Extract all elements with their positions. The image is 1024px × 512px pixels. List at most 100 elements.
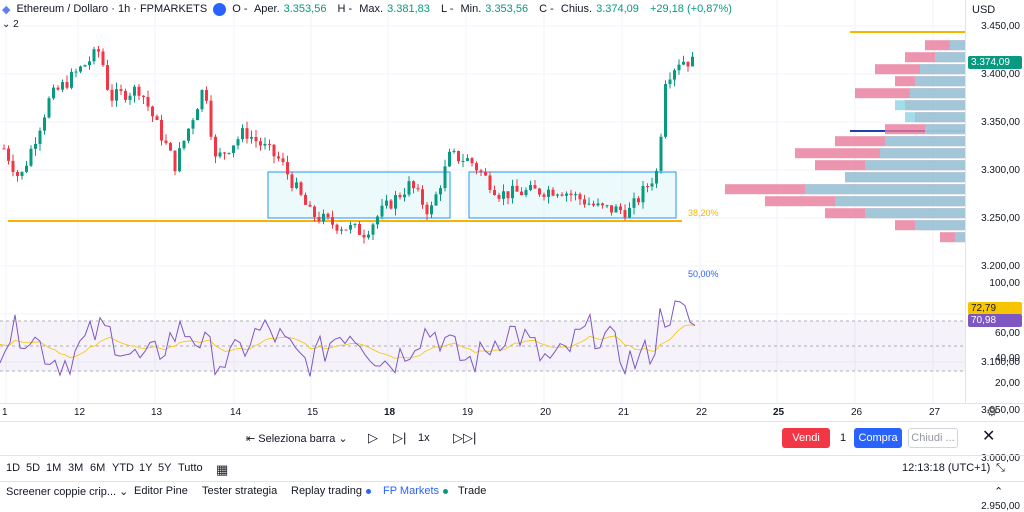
timeframe-ytd[interactable]: YTD (112, 462, 134, 474)
candle (146, 90, 150, 111)
rsi-tick-label: 100,00 (989, 278, 1020, 289)
step-forward-icon[interactable]: ▷| (393, 430, 407, 445)
time-tick-label: 26 (851, 407, 863, 418)
time-tick-label: 21 (618, 407, 630, 418)
candle (106, 59, 109, 91)
candle (322, 209, 325, 225)
speed-button[interactable]: 1x (418, 432, 430, 444)
tab-strategy-tester[interactable]: Tester strategia (202, 485, 278, 497)
candle (655, 168, 658, 189)
candles (2, 46, 694, 244)
candle (70, 68, 73, 90)
ohlc-values: O - Aper. 3.353,56 H - Max. 3.381,83 L - M… (232, 3, 732, 15)
candle (326, 212, 330, 220)
vp-bar-buy (845, 172, 965, 183)
time-tick-label: 12 (74, 407, 86, 418)
price-chart[interactable]: 38,20% 50,00% (0, 0, 965, 507)
timeframe-tutto[interactable]: Tutto (178, 462, 203, 474)
candle (502, 184, 505, 206)
candle (155, 114, 159, 121)
sell-button[interactable]: Vendi (782, 428, 830, 448)
time-tick-label: 15 (307, 407, 319, 418)
timeframe-5d[interactable]: 5D (26, 462, 41, 474)
currency-label[interactable]: USD (972, 4, 996, 16)
timeframe-3m[interactable]: 3M (68, 462, 84, 474)
candle (115, 82, 118, 107)
time-axis[interactable]: 1 12 13 14 15 18 19 20 21 22 25 26 27 (0, 403, 1024, 421)
candle (412, 180, 415, 194)
candle (182, 140, 186, 151)
tab-fp-markets[interactable]: FP Markets (383, 485, 449, 497)
timeframe-1m[interactable]: 1M (46, 462, 62, 474)
chevron-up-icon[interactable]: ⌃ (994, 486, 1004, 498)
candle (614, 204, 618, 213)
candle (169, 141, 172, 151)
candle (7, 145, 10, 165)
tab-trade[interactable]: Trade (458, 485, 487, 497)
candle (241, 124, 244, 143)
timeframe-6m[interactable]: 6M (90, 462, 106, 474)
candle (38, 127, 42, 151)
timeframe-5y[interactable]: 5Y (158, 462, 172, 474)
close-position-button[interactable]: Chiudi ... (908, 428, 958, 448)
candle (200, 89, 204, 113)
price-tick-label: 3.200,00 (981, 261, 1020, 272)
candle (268, 139, 271, 151)
candle (646, 183, 649, 193)
quantity-field[interactable]: 1 (839, 432, 847, 444)
candle (317, 211, 321, 224)
timeframe-1y[interactable]: 1Y (139, 462, 153, 474)
candle (83, 64, 87, 67)
candle (245, 121, 249, 144)
candle (187, 128, 190, 144)
vp-bar-buy (835, 196, 965, 207)
settings-icon[interactable]: ⚙ (986, 404, 998, 419)
jump-to-realtime-icon[interactable]: ▷▷| (453, 430, 477, 445)
price-axis[interactable]: USD 3.450,00 3.400,00 3.350,00 3.300,00 3.25… (965, 0, 1024, 512)
candle (439, 185, 442, 201)
time-tick-label: 18 (384, 407, 396, 418)
candle (461, 153, 465, 168)
timeframe-bar: ▦ 12:13:18 (UTC+1) ⤡ 1D 5D 1M 3M 6M YTD 1Y 5Y Tu… (0, 455, 1024, 481)
candle (281, 152, 285, 166)
candle (547, 185, 550, 204)
tab-pine-editor[interactable]: Editor Pine (134, 485, 188, 497)
indicator-collapse-button[interactable]: ⌄ 2 (2, 19, 19, 30)
candle (340, 226, 343, 235)
rsi-tick-label: 20,00 (994, 378, 1020, 389)
buy-button[interactable]: Compra (854, 428, 902, 448)
candle (565, 191, 568, 202)
select-bar-button[interactable]: ⇤ Seleziona barra ⌄ (246, 433, 348, 445)
eye-icon[interactable] (213, 2, 227, 16)
candle (110, 84, 114, 107)
symbol-title[interactable]: Ethereum / Dollaro · 1h · FPMARKETS (16, 3, 208, 15)
expand-icon[interactable]: ⤡ (996, 462, 1005, 474)
candle (101, 48, 105, 68)
tab-screener[interactable]: Screener coppie crip... ⌄ (6, 486, 129, 498)
vp-bar-buy (955, 232, 965, 243)
timeframe-1d[interactable]: 1D (6, 462, 21, 474)
candle (484, 168, 487, 177)
rsi-panel (0, 300, 965, 377)
calendar-icon[interactable]: ▦ (216, 462, 229, 477)
candle (299, 181, 303, 197)
candle (551, 187, 555, 197)
candle (173, 150, 177, 176)
candle (443, 159, 447, 192)
clock-display[interactable]: 12:13:18 (UTC+1) (902, 462, 991, 474)
tab-replay-trading[interactable]: Replay trading (291, 485, 371, 497)
candle (290, 171, 294, 192)
vp-bar-buy (865, 160, 965, 171)
candle (637, 196, 640, 206)
candle (529, 180, 532, 192)
candle (308, 201, 312, 207)
close-icon[interactable]: ✕ (982, 428, 996, 445)
vp-bar-buy (880, 148, 965, 159)
candle (209, 95, 213, 141)
candle (506, 191, 510, 205)
chart-area[interactable]: 38,20% 50,00% ◆ Ethereum / Dollaro · 1h … (0, 0, 965, 507)
vp-bar-buy (920, 64, 965, 75)
candle (133, 84, 136, 103)
play-icon[interactable]: ▷ (368, 430, 378, 445)
range-box-1[interactable] (267, 171, 451, 219)
